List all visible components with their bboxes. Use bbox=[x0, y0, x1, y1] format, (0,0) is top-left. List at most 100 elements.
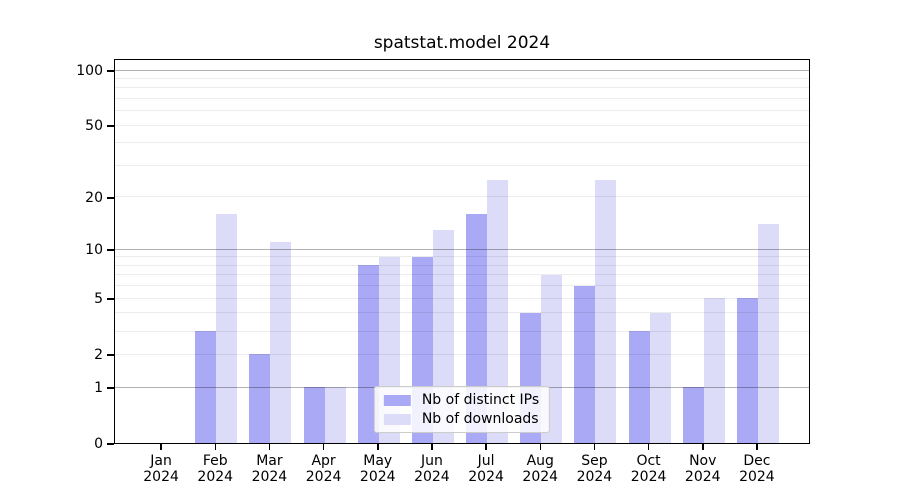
x-tick-month: Sep bbox=[581, 453, 608, 469]
x-tick-year: 2024 bbox=[739, 469, 775, 485]
legend-item-downloads: Nb of downloads bbox=[383, 411, 539, 427]
bar-nb-of-distinct-ips-feb-2024 bbox=[195, 331, 217, 443]
x-tick-label-oct-2024: Oct 2024 bbox=[614, 453, 684, 485]
y-tick-mark-10 bbox=[107, 249, 114, 251]
x-tick-month: Feb bbox=[202, 453, 228, 469]
gridline-minor-30 bbox=[115, 165, 809, 166]
x-tick-mark-mar bbox=[268, 444, 271, 450]
x-tick-year: 2024 bbox=[468, 469, 504, 485]
bar-nb-of-downloads-dec-2024 bbox=[757, 224, 779, 443]
x-tick-mark-sep bbox=[593, 444, 596, 450]
x-tick-mark-dec bbox=[756, 444, 758, 450]
plot-area: Nb of distinct IPs Nb of downloads bbox=[114, 59, 810, 444]
x-tick-year: 2024 bbox=[251, 469, 288, 485]
x-tick-label-dec-2024: Dec 2024 bbox=[722, 453, 792, 485]
gridline-major-100 bbox=[115, 69, 809, 71]
bar-nb-of-distinct-ips-apr-2024 bbox=[303, 387, 325, 443]
bar-nb-of-distinct-ips-may-2024 bbox=[357, 265, 379, 443]
chart-title: spatstat.model 2024 bbox=[373, 33, 551, 53]
bar-nb-of-distinct-ips-nov-2024 bbox=[682, 387, 704, 443]
x-tick-month: May bbox=[363, 453, 393, 469]
y-tick-label-0: 0 bbox=[94, 436, 103, 452]
gridline-major-10 bbox=[115, 248, 809, 250]
bar-nb-of-distinct-ips-jul-2024 bbox=[466, 214, 488, 443]
y-tick-label-5: 5 bbox=[94, 291, 103, 308]
x-tick-mark-nov bbox=[702, 444, 704, 450]
x-tick-mark-jul bbox=[485, 444, 487, 450]
x-tick-mark-jun bbox=[431, 444, 433, 450]
gridline-minor-80 bbox=[115, 87, 809, 89]
x-tick-label-sep-2024: Sep 2024 bbox=[559, 453, 629, 485]
x-tick-mark-jan bbox=[160, 444, 162, 450]
gridline-minor-60 bbox=[115, 110, 809, 112]
x-tick-year: 2024 bbox=[414, 469, 450, 485]
x-tick-mark-oct bbox=[647, 444, 650, 450]
x-tick-year: 2024 bbox=[197, 469, 234, 485]
gridline-minor-50 bbox=[115, 124, 809, 126]
gridline-minor-5 bbox=[115, 297, 809, 299]
x-tick-label-may-2024: May 2024 bbox=[343, 453, 413, 485]
gridline-minor-40 bbox=[115, 142, 809, 144]
y-tick-label-1: 1 bbox=[94, 379, 103, 396]
x-tick-year: 2024 bbox=[359, 469, 396, 485]
y-tick-mark-20 bbox=[107, 197, 114, 199]
x-tick-month: Jan bbox=[150, 453, 172, 469]
bar-nb-of-downloads-oct-2024 bbox=[649, 312, 671, 443]
gridline-minor-3 bbox=[115, 330, 809, 332]
x-tick-month: Apr bbox=[311, 453, 336, 469]
gridline-minor-8 bbox=[115, 264, 809, 266]
x-tick-mark-may bbox=[377, 444, 379, 450]
bar-nb-of-downloads-nov-2024 bbox=[703, 298, 725, 443]
y-tick-label-50: 50 bbox=[85, 118, 103, 135]
bar-nb-of-distinct-ips-oct-2024 bbox=[628, 331, 650, 443]
x-tick-label-apr-2024: Apr 2024 bbox=[289, 453, 359, 485]
bar-nb-of-distinct-ips-dec-2024 bbox=[736, 298, 758, 443]
y-tick-mark-1 bbox=[107, 387, 114, 389]
x-tick-month: Jul bbox=[477, 453, 495, 469]
x-tick-label-feb-2024: Feb 2024 bbox=[180, 453, 250, 485]
legend-label-distinct-ips: Nb of distinct IPs bbox=[421, 392, 540, 408]
x-tick-month: Dec bbox=[743, 453, 771, 469]
x-tick-year: 2024 bbox=[522, 469, 559, 485]
x-tick-month: Mar bbox=[256, 453, 283, 469]
x-tick-label-aug-2024: Aug 2024 bbox=[505, 453, 575, 485]
bar-nb-of-distinct-ips-mar-2024 bbox=[249, 354, 271, 443]
legend-label-downloads: Nb of downloads bbox=[421, 411, 539, 427]
bar-nb-of-downloads-mar-2024 bbox=[270, 242, 292, 443]
y-tick-label-10: 10 bbox=[85, 242, 103, 259]
y-tick-label-20: 20 bbox=[85, 189, 103, 206]
legend-swatch-distinct-ips bbox=[383, 394, 411, 406]
gridline-minor-90 bbox=[115, 77, 809, 79]
bar-nb-of-downloads-sep-2024 bbox=[595, 179, 617, 443]
x-tick-year: 2024 bbox=[630, 469, 667, 485]
x-tick-label-jun-2024: Jun 2024 bbox=[397, 453, 467, 485]
x-tick-month: Aug bbox=[526, 453, 554, 469]
x-tick-mark-feb bbox=[214, 444, 216, 450]
gridline-minor-7 bbox=[115, 274, 809, 276]
x-tick-year: 2024 bbox=[576, 469, 613, 485]
x-tick-year: 2024 bbox=[684, 469, 721, 485]
gridline-minor-20 bbox=[115, 196, 809, 198]
y-tick-mark-100 bbox=[107, 70, 114, 72]
x-tick-label-jan-2024: Jan 2024 bbox=[126, 453, 196, 485]
bar-nb-of-downloads-feb-2024 bbox=[216, 214, 238, 443]
y-tick-mark-5 bbox=[107, 298, 114, 300]
x-tick-month: Jun bbox=[420, 453, 443, 469]
x-tick-mark-aug bbox=[539, 444, 541, 450]
gridline-minor-6 bbox=[115, 285, 809, 287]
gridline-minor-9 bbox=[115, 256, 809, 258]
gridline-minor-70 bbox=[115, 98, 809, 99]
gridline-minor-2 bbox=[115, 353, 809, 355]
x-tick-month: Nov bbox=[689, 453, 717, 469]
y-tick-label-2: 2 bbox=[94, 347, 103, 364]
legend: Nb of distinct IPs Nb of downloads bbox=[373, 386, 551, 433]
gridline-minor-4 bbox=[115, 312, 809, 314]
y-tick-mark-2 bbox=[107, 354, 114, 356]
grid-layer bbox=[115, 60, 809, 443]
x-tick-month: Oct bbox=[636, 453, 661, 469]
y-tick-label-100: 100 bbox=[76, 63, 103, 79]
y-tick-mark-0 bbox=[107, 443, 114, 445]
legend-item-distinct-ips: Nb of distinct IPs bbox=[383, 392, 540, 408]
bar-nb-of-distinct-ips-sep-2024 bbox=[574, 285, 596, 443]
